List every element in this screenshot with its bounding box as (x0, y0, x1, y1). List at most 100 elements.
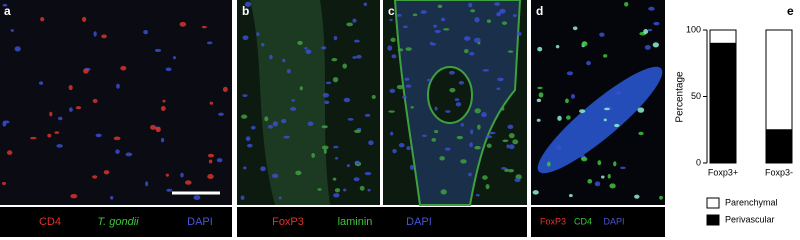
cell (332, 177, 337, 181)
cell (281, 118, 287, 124)
cell (261, 43, 265, 47)
legend-swatch (706, 197, 720, 209)
cell (581, 156, 588, 162)
cell (278, 196, 282, 200)
cell (443, 28, 450, 31)
cell (368, 140, 374, 146)
cell (601, 175, 605, 179)
cell (165, 67, 172, 72)
cell (614, 123, 620, 128)
cell (488, 131, 496, 135)
cell (607, 173, 611, 179)
cell (242, 35, 249, 41)
cell (475, 193, 480, 197)
cell (353, 177, 360, 182)
cell (54, 131, 60, 134)
cell (304, 46, 308, 50)
legend-label: Perivascular (725, 214, 775, 224)
cell (637, 107, 645, 113)
cell (477, 41, 481, 45)
cell (477, 124, 481, 130)
cell (269, 54, 273, 60)
cell (295, 170, 302, 176)
cell (515, 174, 522, 180)
cell (95, 133, 102, 138)
legend-label: Parenchymal (725, 197, 778, 207)
cell (434, 29, 441, 33)
cell (321, 145, 329, 150)
panel-label: a (4, 4, 11, 18)
cell (464, 48, 469, 54)
cell (150, 124, 156, 130)
y-tick-label: 50 (691, 91, 701, 101)
cell (609, 183, 616, 189)
panel-label: b (242, 4, 249, 18)
cell (532, 190, 539, 195)
cell (185, 180, 192, 185)
cell (172, 56, 177, 60)
cell (390, 37, 396, 43)
cell (166, 188, 173, 192)
caption: DAPI (603, 216, 624, 226)
cell (242, 94, 248, 98)
cell (398, 143, 405, 148)
y-axis-label: Percentage (675, 71, 686, 123)
cell (299, 86, 303, 91)
vessel-d (537, 66, 663, 174)
cell (420, 10, 427, 14)
cell (603, 118, 607, 122)
cell (241, 114, 248, 119)
cell (342, 63, 348, 69)
cell (470, 9, 476, 13)
cell (291, 99, 295, 102)
cell (321, 125, 328, 129)
cell (56, 144, 63, 148)
cell (566, 71, 574, 76)
cell (468, 172, 472, 177)
cell (570, 94, 576, 99)
bar-segment (765, 129, 793, 164)
cell (389, 18, 393, 22)
cell (388, 110, 395, 113)
cell (547, 161, 551, 167)
cell (643, 29, 649, 34)
cell (437, 4, 443, 9)
cell (297, 40, 303, 45)
cell (653, 21, 660, 26)
cell (497, 77, 504, 82)
cell (587, 179, 593, 184)
cell (659, 195, 663, 200)
cell (81, 16, 87, 22)
cell (390, 131, 394, 136)
cell (335, 156, 339, 160)
cell (586, 60, 591, 66)
cell (387, 45, 393, 51)
cell (125, 152, 133, 157)
cell (555, 44, 560, 49)
cell (512, 139, 519, 145)
cell (343, 188, 347, 192)
cell (421, 134, 427, 137)
cell (325, 81, 332, 85)
cell (155, 126, 161, 133)
caption-band-d (531, 207, 665, 237)
cell (644, 45, 651, 50)
cell (512, 14, 517, 17)
cell (572, 26, 578, 31)
cell (604, 107, 610, 111)
cell (363, 2, 368, 7)
cell (49, 111, 53, 117)
cell (396, 14, 402, 17)
cell (260, 166, 266, 172)
cell (440, 189, 447, 195)
caption: DAPI (406, 216, 432, 228)
cell (247, 143, 253, 148)
cell (101, 34, 107, 39)
cell (458, 81, 465, 85)
cell (409, 164, 415, 171)
cell (113, 136, 121, 141)
cell (557, 115, 562, 121)
cell (92, 98, 98, 103)
cell (405, 47, 412, 51)
cell (75, 106, 82, 110)
